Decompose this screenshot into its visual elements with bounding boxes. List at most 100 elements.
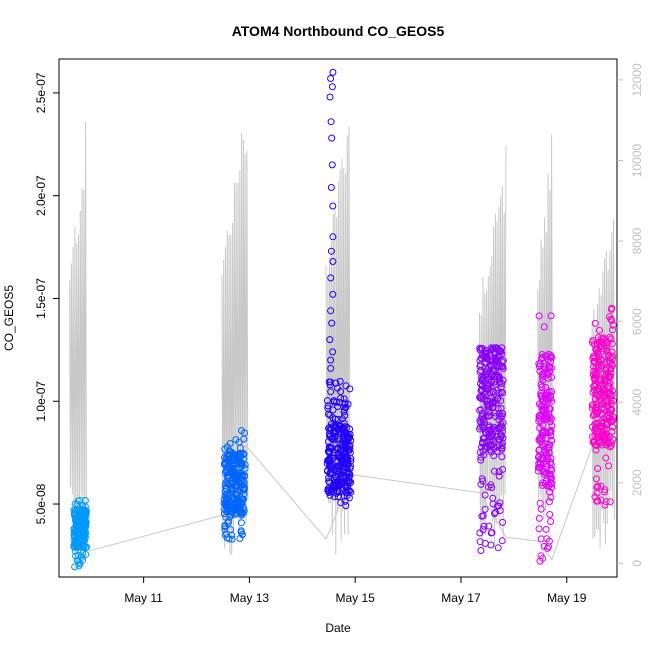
data-point [491,467,498,475]
data-point [346,385,354,393]
data-point [494,544,502,552]
data-point [548,484,556,492]
data-point [478,351,486,359]
data-point [536,435,544,443]
data-point [547,473,555,481]
data-point [607,442,615,450]
data-point [593,483,601,491]
data-point [593,497,601,505]
data-point [344,436,352,444]
data-point [484,401,492,409]
data-point [490,348,498,356]
data-point [609,416,617,424]
data-point [236,508,244,516]
data-point [72,526,80,534]
data-point [237,519,245,527]
data-point [323,397,331,405]
data-point [232,436,240,444]
data-point [495,424,502,432]
data-point [598,419,606,426]
data-point [221,458,229,466]
y-tick-label: 2.0e-07 [34,175,48,216]
data-point [609,435,617,443]
data-point [597,496,605,504]
data-point [535,525,543,533]
data-point [324,485,332,493]
data-point [336,454,343,462]
data-point [498,453,506,461]
data-point [479,394,487,402]
data-point [489,388,497,396]
data-point [542,403,550,411]
data-point [594,427,602,435]
data-point [344,469,352,477]
data-point [333,384,341,392]
data-point [340,474,348,482]
y2-tick-label: 4000 [630,389,644,416]
data-point [496,362,504,370]
data-point [545,405,553,413]
data-point [72,529,80,537]
data-point [479,477,487,485]
data-point [331,478,339,486]
y2-tick-label: 12000 [630,63,644,97]
data-point [499,363,507,371]
data-point [75,515,83,523]
y2-tick-label: 10000 [630,143,644,177]
data-point [82,522,90,530]
data-point [343,460,351,468]
data-point [604,352,612,360]
outlier-point [327,274,335,282]
data-point [595,434,603,442]
series-points [534,312,556,565]
data-point [346,445,354,453]
outlier-point [328,161,336,169]
data-point [546,441,554,449]
data-point [540,470,548,478]
data-point [544,455,552,462]
data-point [591,441,599,449]
data-point [497,347,505,355]
data-point [602,375,610,382]
data-point [536,424,544,432]
outlier-point [326,336,334,344]
x-axis: May 11 May 13 May 15 May 17 May 19 [124,577,587,605]
outlier-point [329,290,337,298]
data-point [590,358,598,366]
data-point [605,462,612,470]
data-point [540,428,548,436]
data-point [535,360,543,368]
data-point [491,409,499,417]
series-points [70,496,90,571]
data-point [544,397,552,405]
data-point [607,305,615,313]
data-point [480,352,487,360]
data-point [335,465,343,473]
data-point [338,441,346,449]
data-point [593,410,601,418]
data-point [541,428,549,435]
x-tick-label: May 13 [230,591,270,605]
data-point [608,340,616,348]
data-point [223,443,231,451]
y-axis: 5.0e-08 1.0e-07 1.5e-07 2.0e-07 2.5e-07 [34,72,59,524]
data-point [236,488,244,496]
data-point [330,430,338,438]
data-point [539,554,547,562]
data-point [477,361,485,369]
data-point [491,510,498,518]
data-point [601,434,608,442]
data-point [488,529,496,537]
data-point [499,376,507,384]
data-point [604,402,612,410]
data-point [608,417,616,425]
data-point [589,388,597,396]
data-point [223,450,231,458]
data-point [609,326,616,334]
data-point [336,422,344,430]
data-point [223,504,231,511]
data-point [538,392,545,400]
data-point [339,424,347,432]
data-point [235,500,243,508]
data-point [326,454,334,462]
